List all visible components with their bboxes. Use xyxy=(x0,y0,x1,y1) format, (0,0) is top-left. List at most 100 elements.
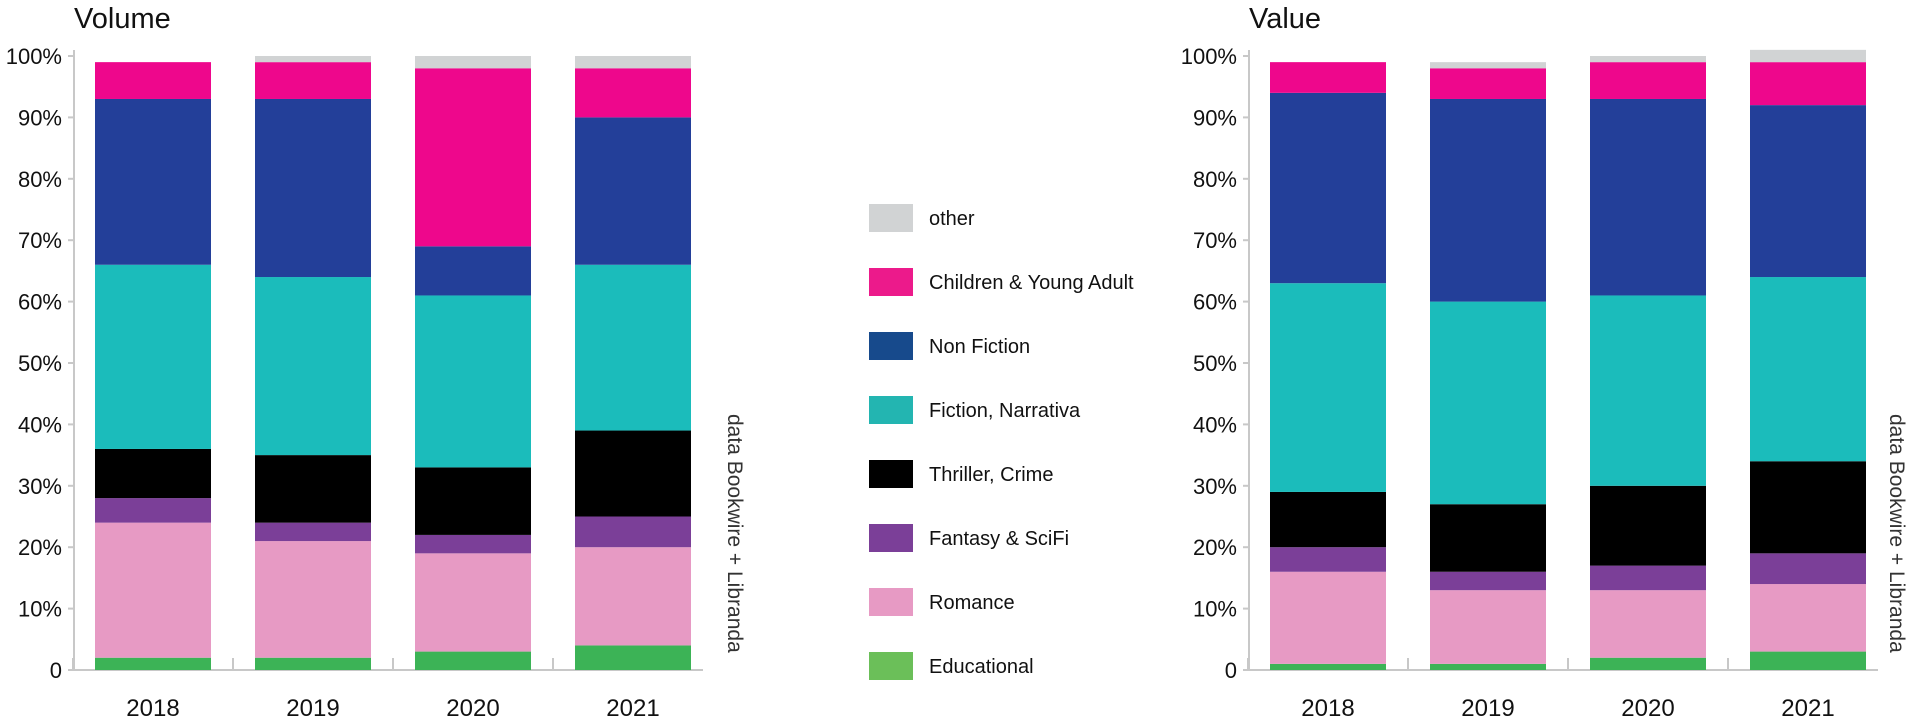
legend-label: Non Fiction xyxy=(929,336,1030,358)
bar-segment-thriller-crime-2019 xyxy=(255,455,371,523)
bar-segment-romance-2021 xyxy=(575,547,691,646)
bar-segment-fantasy-scifi-2021 xyxy=(575,516,691,548)
bar-segment-fantasy-scifi-2020 xyxy=(1590,565,1706,591)
y-tick-label: 50% xyxy=(1193,351,1237,376)
y-tick-label: 100% xyxy=(6,44,62,69)
legend-swatch xyxy=(869,204,913,232)
bar-segment-children-young-adult-2021 xyxy=(1750,62,1866,106)
bar-segment-educational-2018 xyxy=(1270,663,1386,670)
value-panel: Value 0 10% 20% 30% 40% 50% 60% 70% 80% 90% 100% 201… xyxy=(1181,3,1908,722)
bar-segment-children-young-adult-2018 xyxy=(1270,62,1386,93)
bar-segment-romance-2020 xyxy=(415,553,531,652)
y-tick-label: 0 xyxy=(1225,658,1237,683)
legend-label: Children & Young Adult xyxy=(929,272,1134,294)
bar-segment-thriller-crime-2018 xyxy=(1270,491,1386,548)
bar-segment-other-2019 xyxy=(1430,62,1546,69)
bar-segment-educational-2019 xyxy=(1430,663,1546,670)
y-tick-label: 20% xyxy=(1193,535,1237,560)
bar-segment-romance-2021 xyxy=(1750,584,1866,652)
bar-segment-educational-2021 xyxy=(575,645,691,670)
y-tick-label: 90% xyxy=(18,105,62,130)
y-tick-label: 60% xyxy=(1193,290,1237,315)
bar-segment-fiction-narrativa-2019 xyxy=(1430,301,1546,505)
y-tick-label: 10% xyxy=(1193,597,1237,622)
bar-segment-fantasy-scifi-2019 xyxy=(255,522,371,542)
bar-segment-non-fiction-2021 xyxy=(1750,105,1866,278)
x-tick-label: 2020 xyxy=(1621,695,1674,722)
legend-swatch xyxy=(869,460,913,488)
bar-segment-fantasy-scifi-2019 xyxy=(1430,571,1546,591)
volume-panel: Volume 0 10% 20% 30% 40% 50% 60% 70% 80% 90% 100% 20… xyxy=(6,3,746,722)
bar-segment-non-fiction-2020 xyxy=(415,246,531,296)
bar-segment-non-fiction-2018 xyxy=(1270,92,1386,284)
bar-segment-fantasy-scifi-2018 xyxy=(95,498,211,523)
bar-segment-fiction-narrativa-2018 xyxy=(95,264,211,449)
bar-segment-other-2020 xyxy=(415,56,531,69)
chart-title: Value xyxy=(1249,3,1321,35)
bar-segment-non-fiction-2021 xyxy=(575,117,691,265)
bar-segment-fiction-narrativa-2020 xyxy=(415,295,531,468)
bar-segment-thriller-crime-2019 xyxy=(1430,504,1546,572)
bar-segment-non-fiction-2018 xyxy=(95,98,211,265)
source-note: data Bookwire + Libranda xyxy=(723,414,746,653)
bar-segment-thriller-crime-2020 xyxy=(415,467,531,535)
y-tick-label: 40% xyxy=(18,412,62,437)
bar-segment-other-2020 xyxy=(1590,56,1706,63)
y-tick-label: 80% xyxy=(18,167,62,192)
y-tick-label: 10% xyxy=(18,597,62,622)
legend-label: other xyxy=(929,208,975,230)
bar-segment-fiction-narrativa-2018 xyxy=(1270,283,1386,492)
bar-segment-educational-2020 xyxy=(1590,657,1706,670)
x-tick-label: 2018 xyxy=(1301,695,1354,722)
legend: other Children & Young Adult Non Fiction Fi… xyxy=(869,204,1134,680)
legend-swatch xyxy=(869,268,913,296)
y-tick-label: 60% xyxy=(18,290,62,315)
bar-segment-educational-2021 xyxy=(1750,651,1866,670)
bar-segment-thriller-crime-2021 xyxy=(1750,461,1866,554)
x-tick-label: 2021 xyxy=(606,695,659,722)
legend-label: Romance xyxy=(929,592,1015,614)
source-note: data Bookwire + Libranda xyxy=(1885,414,1908,653)
y-tick-label: 70% xyxy=(1193,228,1237,253)
bar-segment-educational-2020 xyxy=(415,651,531,670)
bar-segment-children-young-adult-2018 xyxy=(95,62,211,99)
bar-segment-children-young-adult-2020 xyxy=(415,68,531,247)
bar-segment-non-fiction-2019 xyxy=(1430,98,1546,302)
bar-segment-fiction-narrativa-2019 xyxy=(255,277,371,456)
chart-title: Volume xyxy=(74,3,171,35)
x-tick-label: 2019 xyxy=(286,695,339,722)
legend-swatch xyxy=(869,332,913,360)
y-tick-label: 0 xyxy=(50,658,62,683)
x-tick-label: 2021 xyxy=(1781,695,1834,722)
bar-segment-romance-2018 xyxy=(95,522,211,658)
y-tick-label: 100% xyxy=(1181,44,1237,69)
x-tick-label: 2020 xyxy=(446,695,499,722)
legend-label: Thriller, Crime xyxy=(929,464,1053,486)
bar-segment-fantasy-scifi-2021 xyxy=(1750,553,1866,585)
bar-segment-educational-2018 xyxy=(95,657,211,670)
y-tick-label: 70% xyxy=(18,228,62,253)
bar-segment-other-2021 xyxy=(575,56,691,69)
bar-segment-fantasy-scifi-2020 xyxy=(415,534,531,554)
legend-swatch xyxy=(869,524,913,552)
bar-segment-non-fiction-2019 xyxy=(255,98,371,278)
bar-segment-thriller-crime-2020 xyxy=(1590,485,1706,566)
bar-segment-educational-2019 xyxy=(255,657,371,670)
bar-segment-romance-2019 xyxy=(255,541,371,658)
bar-segment-romance-2020 xyxy=(1590,590,1706,658)
y-tick-label: 80% xyxy=(1193,167,1237,192)
bar-segment-other-2019 xyxy=(255,56,371,63)
bar-segment-non-fiction-2020 xyxy=(1590,98,1706,296)
y-tick-label: 90% xyxy=(1193,105,1237,130)
bar-segment-thriller-crime-2018 xyxy=(95,448,211,499)
legend-label: Fiction, Narrativa xyxy=(929,400,1081,422)
y-tick-label: 30% xyxy=(18,474,62,499)
y-tick-label: 20% xyxy=(18,535,62,560)
bar-segment-fantasy-scifi-2018 xyxy=(1270,547,1386,572)
bar-segment-fiction-narrativa-2020 xyxy=(1590,295,1706,486)
bar-segment-children-young-adult-2019 xyxy=(1430,68,1546,99)
legend-label: Educational xyxy=(929,656,1034,678)
bar-segment-thriller-crime-2021 xyxy=(575,430,691,517)
